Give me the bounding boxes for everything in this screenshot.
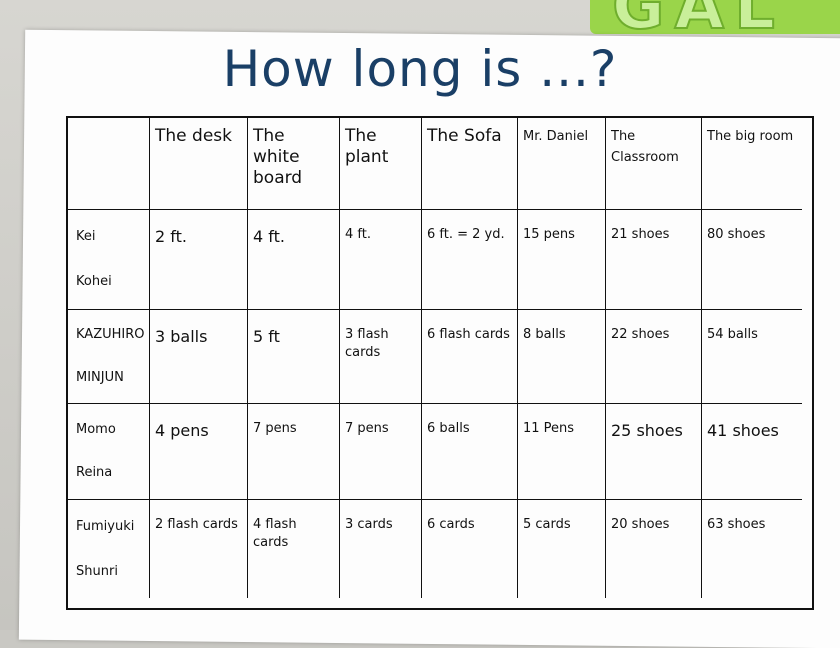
- header-mr-daniel: Mr. Daniel: [518, 118, 606, 210]
- measurement-cell: 6 ft. = 2 yd.: [422, 210, 518, 310]
- measurement-cell: 41 shoes: [702, 404, 802, 500]
- student-name: Kei: [76, 228, 96, 244]
- student-name: Shunri: [76, 563, 118, 579]
- measurement-cell: 80 shoes: [702, 210, 802, 310]
- student-name: Reina: [76, 465, 113, 481]
- measurement-cell: 15 pens: [518, 210, 606, 310]
- row-names: Kei Kohei: [68, 210, 150, 310]
- measurement-cell: 3 flash cards: [340, 310, 422, 404]
- measurement-cell: 25 shoes: [606, 404, 702, 500]
- measurement-cell: 3 balls: [150, 310, 248, 404]
- measurement-cell: 5 ft: [248, 310, 340, 404]
- student-name: Momo: [76, 421, 116, 437]
- measurement-cell: 2 flash cards: [150, 500, 248, 598]
- row-names: KAZUHIRO MINJUN: [68, 310, 150, 404]
- row-names: Fumiyuki Shunri: [68, 500, 150, 598]
- green-sign: [590, 0, 840, 34]
- measurement-cell: 20 shoes: [606, 500, 702, 598]
- measurement-cell: 5 cards: [518, 500, 606, 598]
- measurement-table: The desk The white board The plant The S…: [66, 116, 814, 610]
- measurement-cell: 7 pens: [340, 404, 422, 500]
- header-big-room: The big room: [702, 118, 802, 210]
- header-corner: [68, 118, 150, 210]
- header-classroom: The Classroom: [606, 118, 702, 210]
- measurement-cell: 2 ft.: [150, 210, 248, 310]
- student-name: Kohei: [76, 274, 112, 290]
- measurement-cell: 54 balls: [702, 310, 802, 404]
- measurement-cell: 4 pens: [150, 404, 248, 500]
- measurement-cell: 11 Pens: [518, 404, 606, 500]
- header-sofa: The Sofa: [422, 118, 518, 210]
- measurement-cell: 6 cards: [422, 500, 518, 598]
- measurement-cell: 4 ft.: [340, 210, 422, 310]
- measurement-cell: 4 flash cards: [248, 500, 340, 598]
- measurement-cell: 63 shoes: [707, 517, 766, 532]
- header-plant: The plant: [340, 118, 422, 210]
- row-names: Momo Reina: [68, 404, 150, 500]
- measurement-cell: 21 shoes: [606, 210, 702, 310]
- measurement-cell: 6 balls: [422, 404, 518, 500]
- measurement-cell: 8 balls: [518, 310, 606, 404]
- poster-title: How long is ...?: [222, 40, 618, 98]
- header-desk: The desk: [150, 118, 248, 210]
- measurement-cell: 3 cards: [340, 500, 422, 598]
- measurement-cell: 4 ft.: [248, 210, 340, 310]
- student-name: KAZUHIRO: [76, 327, 145, 343]
- header-white-board: The white board: [248, 118, 340, 210]
- student-name: Fumiyuki: [76, 518, 135, 534]
- measurement-cell: 7 pens: [248, 404, 340, 500]
- measurement-cell: 6 flash cards: [422, 310, 518, 404]
- student-name: MINJUN: [76, 369, 124, 385]
- measurement-cell: 22 shoes: [606, 310, 702, 404]
